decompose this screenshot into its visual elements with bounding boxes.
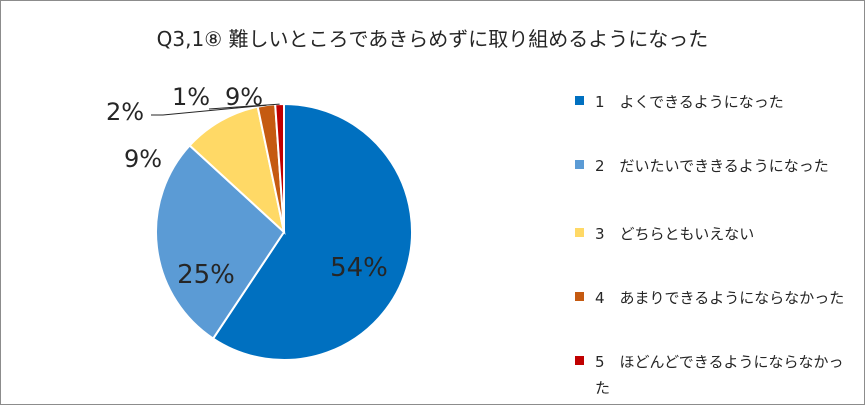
data-label-3: 9% xyxy=(124,145,162,173)
legend-swatch-3 xyxy=(575,228,584,237)
legend-swatch-4 xyxy=(575,292,584,301)
data-label-5: 1% xyxy=(172,83,210,111)
chart-title: Q3,1⑧ 難しいところであきらめずに取り組めるようになった xyxy=(156,27,709,51)
legend-swatch-5 xyxy=(575,356,584,365)
legend-swatch-1 xyxy=(575,96,584,105)
pie-chart: 54%25%9%2%1% 9% xyxy=(106,83,413,361)
pie-slice-2 xyxy=(155,144,286,340)
legend-label-5: 5 ほどんどできるようにならなかった xyxy=(595,353,844,397)
data-label-4: 2% xyxy=(106,98,144,126)
data-label-1: 54% xyxy=(330,253,388,283)
leader-line-4 xyxy=(151,104,267,116)
legend-label-1: 1 よくできるようになった xyxy=(595,93,784,111)
data-label-2: 25% xyxy=(177,260,235,290)
pie-slice-3 xyxy=(188,105,286,235)
pie-slice-1 xyxy=(211,102,413,361)
leader-line-5 xyxy=(208,103,280,110)
legend-label-4: 4 あまりできるようにならなかった xyxy=(595,289,845,307)
legend-swatch-2 xyxy=(575,160,584,169)
legend-label-3: 3 どちらともいえない xyxy=(595,225,755,243)
legend-label-2: 2 だいたいでききるようになった xyxy=(595,157,829,175)
